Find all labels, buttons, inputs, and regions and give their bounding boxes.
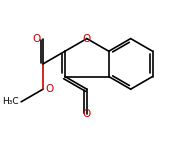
Text: O: O — [45, 84, 53, 94]
Text: O: O — [83, 110, 91, 119]
Text: O: O — [33, 34, 41, 44]
Text: H₃C: H₃C — [3, 97, 19, 106]
Text: O: O — [83, 34, 91, 44]
